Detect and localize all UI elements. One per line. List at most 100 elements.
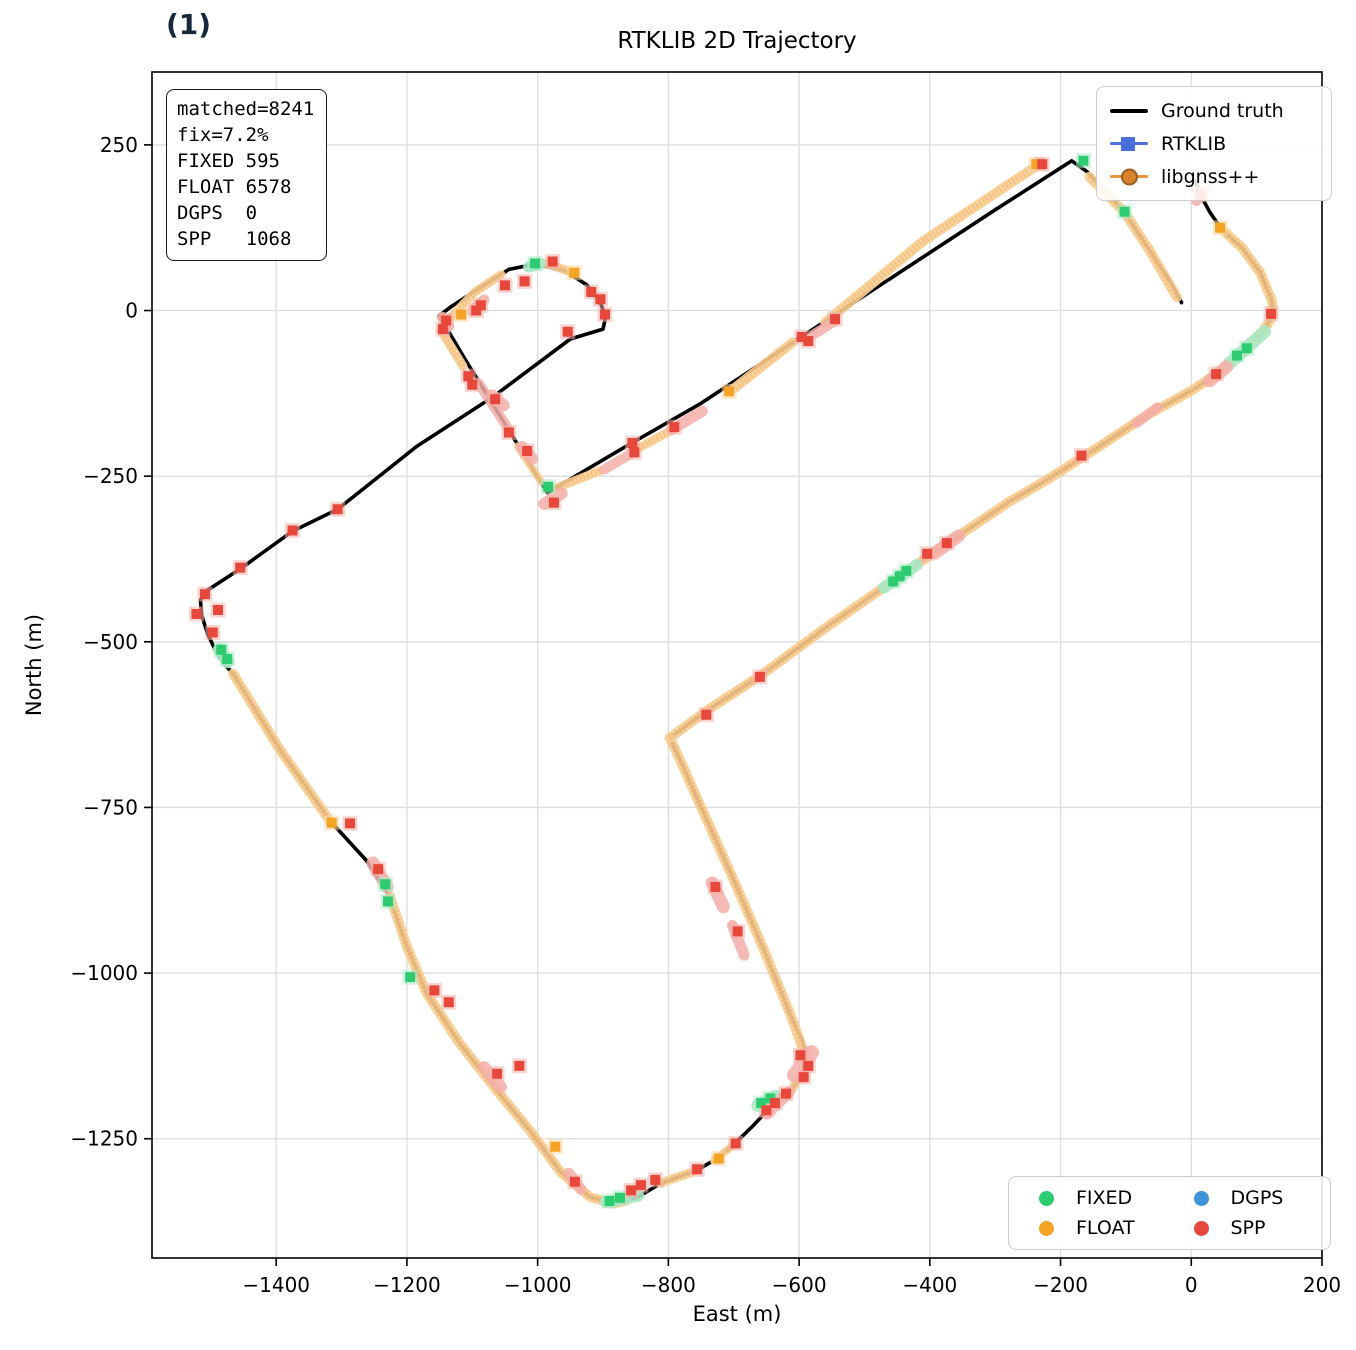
legend-item-spp: SPP (1170, 1217, 1325, 1239)
float-dot-icon (1039, 1220, 1054, 1236)
marker-point (710, 881, 721, 892)
marker-point (547, 256, 558, 267)
marker-point (550, 1141, 561, 1152)
status-band (728, 337, 798, 394)
marker-point (830, 314, 841, 325)
libgnss-circle-icon (1109, 168, 1149, 185)
marker-point (569, 1176, 580, 1187)
marker-point (615, 1192, 625, 1203)
y-tick-label: 0 (125, 299, 138, 323)
spp-dot-icon (1193, 1220, 1209, 1236)
legend-label: Ground truth (1161, 99, 1284, 122)
marker-point (499, 280, 510, 291)
marker-point (1232, 350, 1243, 361)
status-band-hatch (438, 328, 466, 368)
marker-point (216, 644, 227, 655)
marker-point (1211, 369, 1222, 380)
stats-line: DGPS 0 (177, 202, 258, 224)
y-tick-label: −500 (83, 630, 138, 654)
legend-item-ground-truth: Ground truth (1109, 94, 1319, 127)
plot-frame (151, 71, 1323, 1259)
marker-point (701, 709, 712, 720)
marker-point (191, 608, 202, 619)
legend-item-dgps: DGPS (1170, 1187, 1325, 1209)
marker-point (730, 1138, 741, 1149)
marker-point (626, 1185, 637, 1196)
status-band-hatch (731, 339, 795, 392)
marker-point (548, 497, 559, 508)
marker-point (1078, 155, 1089, 166)
dgps-dot-icon (1193, 1190, 1209, 1206)
status-band-hatch (230, 671, 333, 823)
marker-point (514, 1060, 525, 1071)
marker-point (713, 1153, 724, 1164)
marker-point (207, 627, 218, 638)
marker-point (456, 309, 467, 320)
x-tick-label: −800 (641, 1273, 696, 1297)
rtklib-square-icon (1109, 136, 1149, 151)
marker-point (635, 1180, 646, 1191)
x-tick-label: −600 (772, 1273, 827, 1297)
marker-point (463, 371, 474, 382)
marker-point (650, 1174, 661, 1185)
status-band (820, 162, 1040, 328)
status-band-hatch (822, 164, 1037, 326)
legend-item-float: FLOAT (1015, 1217, 1170, 1239)
status-band (551, 466, 605, 493)
marker-point (754, 671, 765, 682)
y-tick-label: −1000 (70, 961, 138, 985)
legend-label: SPP (1230, 1217, 1266, 1239)
marker-point (586, 286, 597, 297)
legend-item-libgnss: libgnss++ (1109, 160, 1319, 193)
status-band (664, 226, 1279, 743)
marker-point (380, 879, 391, 890)
status-band (664, 732, 812, 1066)
marker-point (761, 1105, 772, 1116)
fixed-dot-icon (1039, 1190, 1054, 1206)
legend-series: Ground truth RTKLIB libgnss++ (1096, 86, 1332, 201)
marker-point (530, 258, 541, 269)
marker-point (604, 1196, 615, 1207)
x-tick-label: −200 (1033, 1273, 1088, 1297)
x-tick-label: −1200 (373, 1273, 441, 1297)
marker-point (1266, 308, 1277, 319)
marker-point (798, 1072, 809, 1083)
marker-point (1215, 222, 1226, 233)
marker-point (569, 267, 580, 278)
marker-point (922, 548, 933, 559)
marker-point (373, 864, 384, 875)
status-band-hatch (386, 895, 628, 1208)
y-tick-label: −1250 (70, 1127, 138, 1151)
status-band (228, 668, 335, 826)
marker-point (332, 504, 343, 515)
stats-line: fix=7.2% (177, 124, 269, 146)
plot-title: RTKLIB 2D Trajectory (617, 28, 857, 54)
stats-line: matched=8241 (177, 98, 315, 120)
marker-point (490, 394, 501, 405)
marker-point (1119, 206, 1130, 217)
marker-point (382, 896, 393, 907)
legend-label: libgnss++ (1161, 165, 1260, 188)
marker-point (467, 379, 478, 390)
status-band-hatch (667, 228, 1278, 741)
marker-point (287, 525, 298, 536)
ground-truth-line-icon (1109, 108, 1149, 113)
marker-point (901, 565, 912, 576)
marker-point (599, 309, 610, 320)
x-tick-label: 200 (1303, 1273, 1341, 1297)
x-tick-label: −400 (902, 1273, 957, 1297)
marker-point (235, 562, 246, 573)
marker-point (437, 324, 448, 335)
marker-point (1037, 159, 1048, 170)
marker-point (441, 315, 452, 326)
marker-point (595, 294, 606, 305)
marker-point (803, 336, 814, 347)
y-tick-label: 250 (100, 133, 138, 157)
panel-label: (1) (166, 8, 212, 41)
marker-point (326, 817, 337, 828)
marker-point (443, 997, 454, 1008)
legend-label: FLOAT (1076, 1217, 1135, 1239)
marker-point (669, 422, 680, 433)
